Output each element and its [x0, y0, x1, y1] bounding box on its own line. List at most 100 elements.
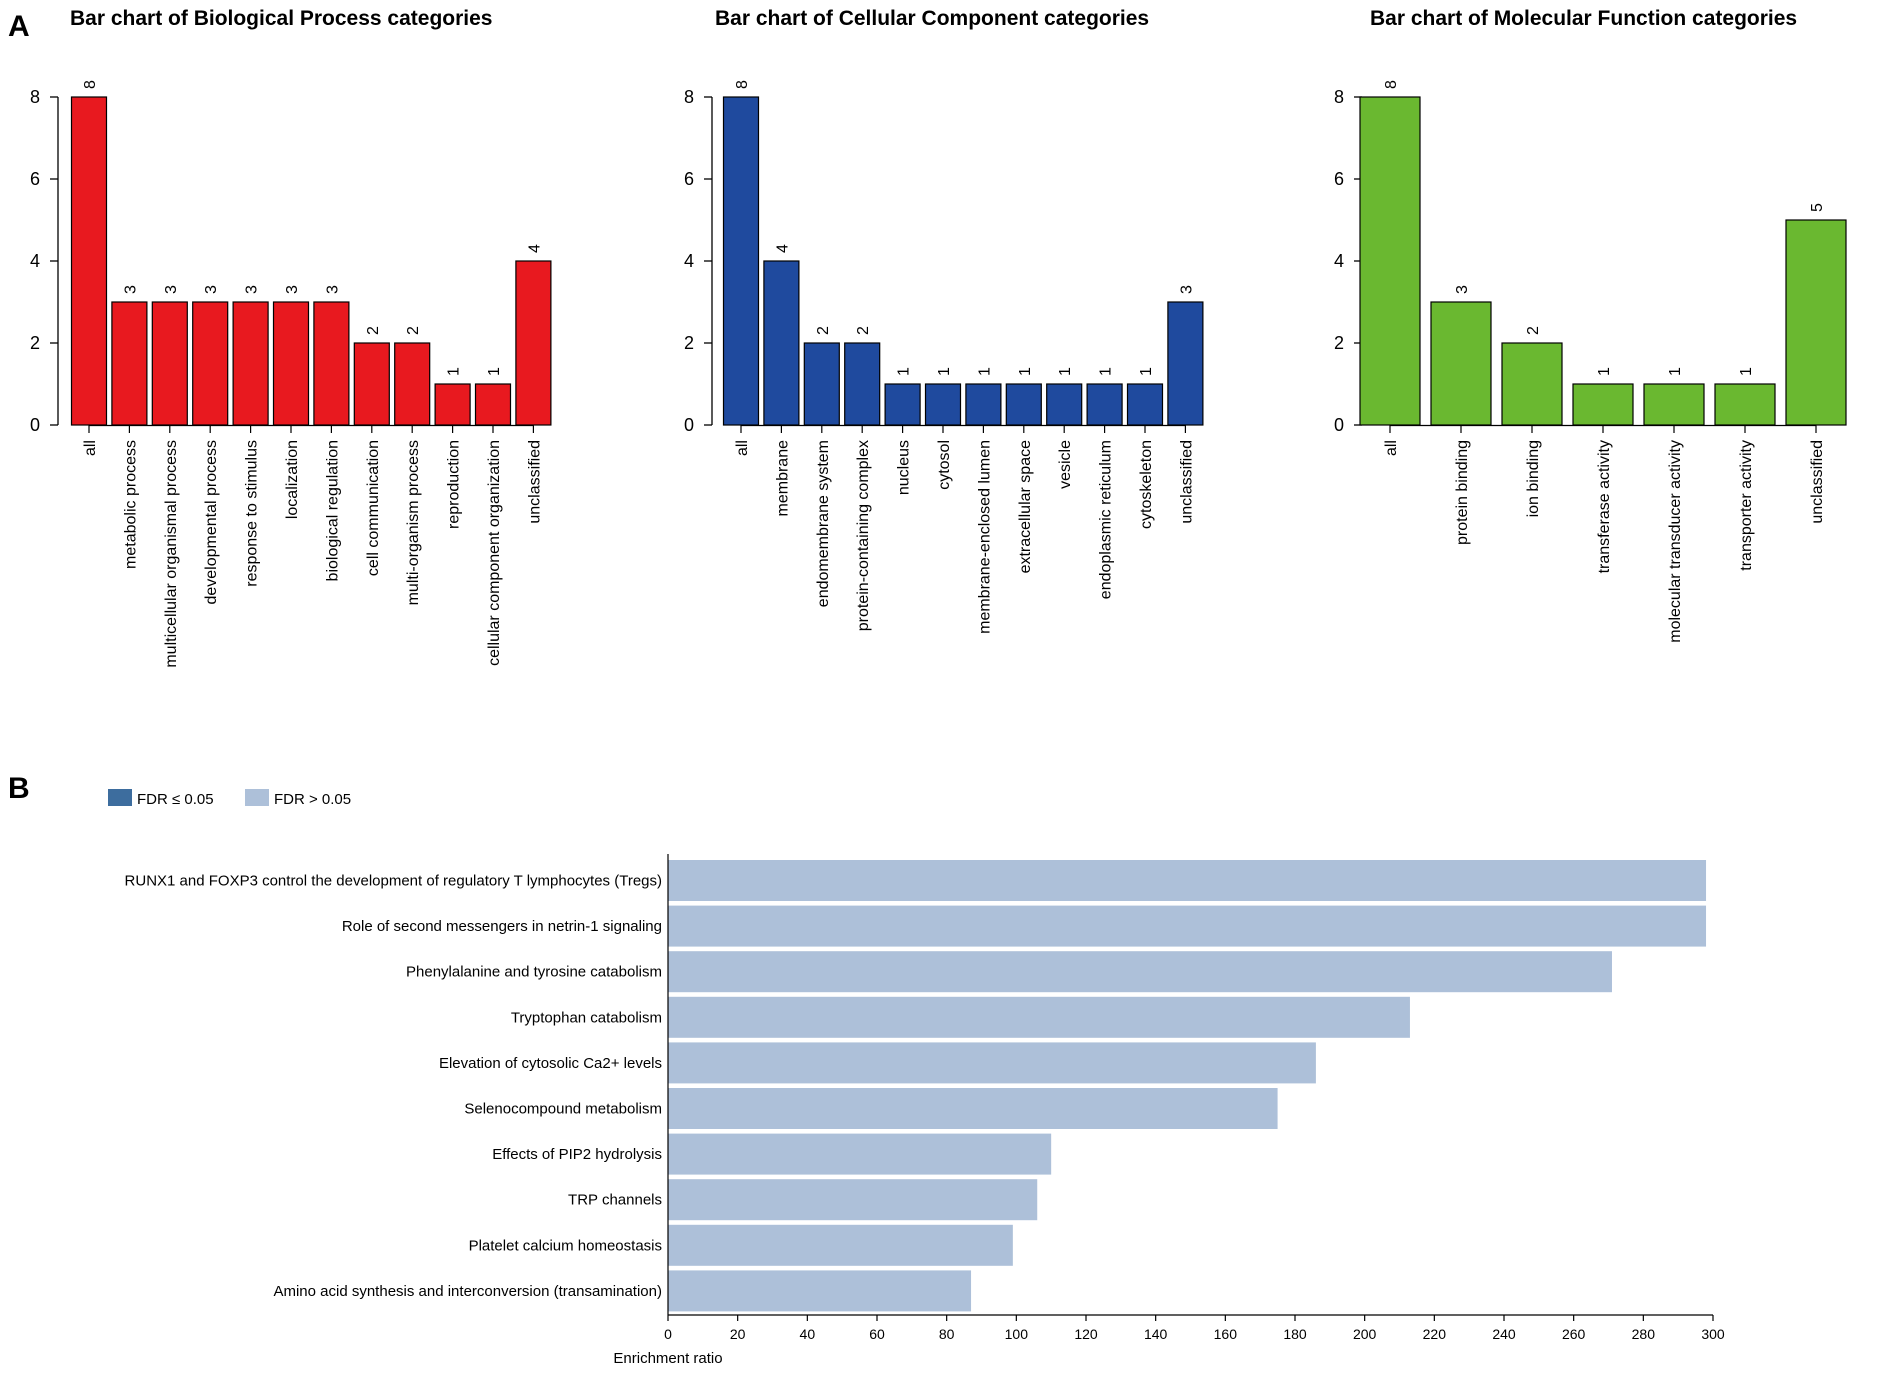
- bar-value-label: 1: [1057, 367, 1074, 376]
- bar-value-label: 8: [1383, 80, 1400, 89]
- bar-value-label: 3: [163, 285, 180, 294]
- bar: [192, 301, 229, 426]
- b-x-tick-label: 60: [869, 1326, 885, 1342]
- enrichment-bar: [668, 1042, 1316, 1084]
- category-label: cell communication: [365, 440, 382, 576]
- category-label: all: [734, 440, 751, 456]
- category-label: unclassified: [1178, 440, 1195, 524]
- b-x-tick-label: 220: [1423, 1326, 1447, 1342]
- y-tick-label: 8: [30, 87, 40, 107]
- bar-value-label: 2: [1525, 326, 1542, 335]
- bar-value-label: 2: [405, 326, 422, 335]
- category-label: all: [1383, 440, 1400, 456]
- b-x-tick-label: 280: [1632, 1326, 1656, 1342]
- bar: [474, 383, 512, 426]
- category-label: biological regulation: [324, 440, 341, 581]
- pathway-label: Effects of PIP2 hydrolysis: [492, 1146, 662, 1163]
- bar-value-label: 1: [896, 367, 913, 376]
- pathway-label: Selenocompound metabolism: [464, 1101, 662, 1118]
- category-label: localization: [284, 440, 301, 519]
- y-tick-label: 6: [684, 169, 694, 189]
- bar: [1046, 383, 1083, 426]
- bar: [965, 383, 1002, 426]
- bp-chart-title: Bar chart of Biological Process categori…: [70, 7, 492, 30]
- enrichment-bar: [668, 905, 1707, 947]
- bar: [515, 260, 552, 426]
- bar-value-label: 3: [203, 285, 220, 294]
- y-tick-label: 0: [30, 415, 40, 435]
- enrichment-bar: [668, 1133, 1052, 1175]
- bar: [1501, 342, 1563, 426]
- y-tick-label: 4: [1334, 251, 1344, 271]
- bar-value-label: 4: [526, 244, 543, 253]
- bar: [1126, 383, 1164, 426]
- category-label: membrane-enclosed lumen: [976, 440, 993, 634]
- bar-value-label: 8: [734, 80, 751, 89]
- y-tick-label: 4: [30, 251, 40, 271]
- pathway-label: RUNX1 and FOXP3 control the development …: [125, 873, 662, 890]
- y-tick-label: 4: [684, 251, 694, 271]
- category-label: protein binding: [1454, 440, 1471, 545]
- bar-value-label: 1: [1738, 367, 1755, 376]
- legend-label-fdr-significant: FDR ≤ 0.05: [137, 791, 214, 808]
- bar-value-label: 3: [244, 285, 261, 294]
- cellular-component-chart: Bar chart of Cellular Component categori…: [684, 7, 1204, 634]
- bar-value-label: 1: [446, 367, 463, 376]
- panel-b-letter: B: [8, 772, 30, 805]
- y-tick-label: 2: [684, 333, 694, 353]
- bar: [1430, 301, 1492, 426]
- category-label: transferase activity: [1596, 440, 1613, 573]
- category-label: ion binding: [1525, 440, 1542, 517]
- category-label: unclassified: [1809, 440, 1826, 524]
- enrichment-bar: [668, 860, 1707, 901]
- mf-chart-title: Bar chart of Molecular Function categori…: [1370, 7, 1797, 30]
- y-tick-label: 6: [30, 169, 40, 189]
- category-label: transporter activity: [1738, 440, 1755, 571]
- bar: [844, 342, 881, 426]
- bar-value-label: 1: [486, 367, 503, 376]
- bar-value-label: 5: [1809, 203, 1826, 212]
- category-label: reproduction: [446, 440, 463, 529]
- category-label: cytoskeleton: [1138, 440, 1155, 529]
- molecular-function-chart: Bar chart of Molecular Function categori…: [1334, 7, 1847, 643]
- b-x-tick-label: 200: [1353, 1326, 1377, 1342]
- enrichment-chart: FDR ≤ 0.05 FDR > 0.05 Enrichment ratio R…: [108, 789, 1725, 1367]
- category-label: nucleus: [896, 440, 913, 495]
- enrichment-bar: [668, 951, 1612, 993]
- pathway-label: Amino acid synthesis and interconversion…: [273, 1283, 662, 1300]
- bar-value-label: 3: [284, 285, 301, 294]
- pathway-label: Phenylalanine and tyrosine catabolism: [406, 964, 662, 981]
- panel-a-letter: A: [8, 10, 30, 43]
- category-label: unclassified: [526, 440, 543, 524]
- bar: [70, 96, 108, 426]
- pathway-label: TRP channels: [568, 1192, 662, 1209]
- pathway-label: Role of second messengers in netrin-1 si…: [342, 918, 662, 935]
- bar: [111, 301, 148, 426]
- b-x-tick-label: 140: [1144, 1326, 1168, 1342]
- bar: [394, 342, 431, 426]
- bar: [353, 342, 390, 426]
- bar-value-label: 1: [976, 367, 993, 376]
- legend-swatch-fdr-significant: [108, 789, 132, 806]
- b-x-tick-label: 0: [664, 1326, 672, 1342]
- b-x-tick-label: 180: [1283, 1326, 1307, 1342]
- bar: [763, 260, 800, 426]
- bar-value-label: 1: [1138, 367, 1155, 376]
- y-tick-label: 2: [30, 333, 40, 353]
- category-label: vesicle: [1057, 440, 1074, 489]
- bar-value-label: 2: [815, 326, 832, 335]
- bar: [722, 96, 760, 426]
- bar: [1359, 96, 1421, 426]
- b-x-tick-label: 80: [939, 1326, 955, 1342]
- enrichment-bar: [668, 1088, 1278, 1129]
- category-label: all: [82, 440, 99, 456]
- category-label: multicellular organismal process: [163, 440, 180, 668]
- bar: [151, 301, 188, 426]
- category-label: cytosol: [936, 440, 953, 490]
- bar: [272, 301, 310, 426]
- b-x-tick-label: 20: [730, 1326, 746, 1342]
- bar: [1714, 383, 1776, 426]
- category-label: cellular component organization: [486, 440, 503, 666]
- b-x-tick-label: 40: [800, 1326, 816, 1342]
